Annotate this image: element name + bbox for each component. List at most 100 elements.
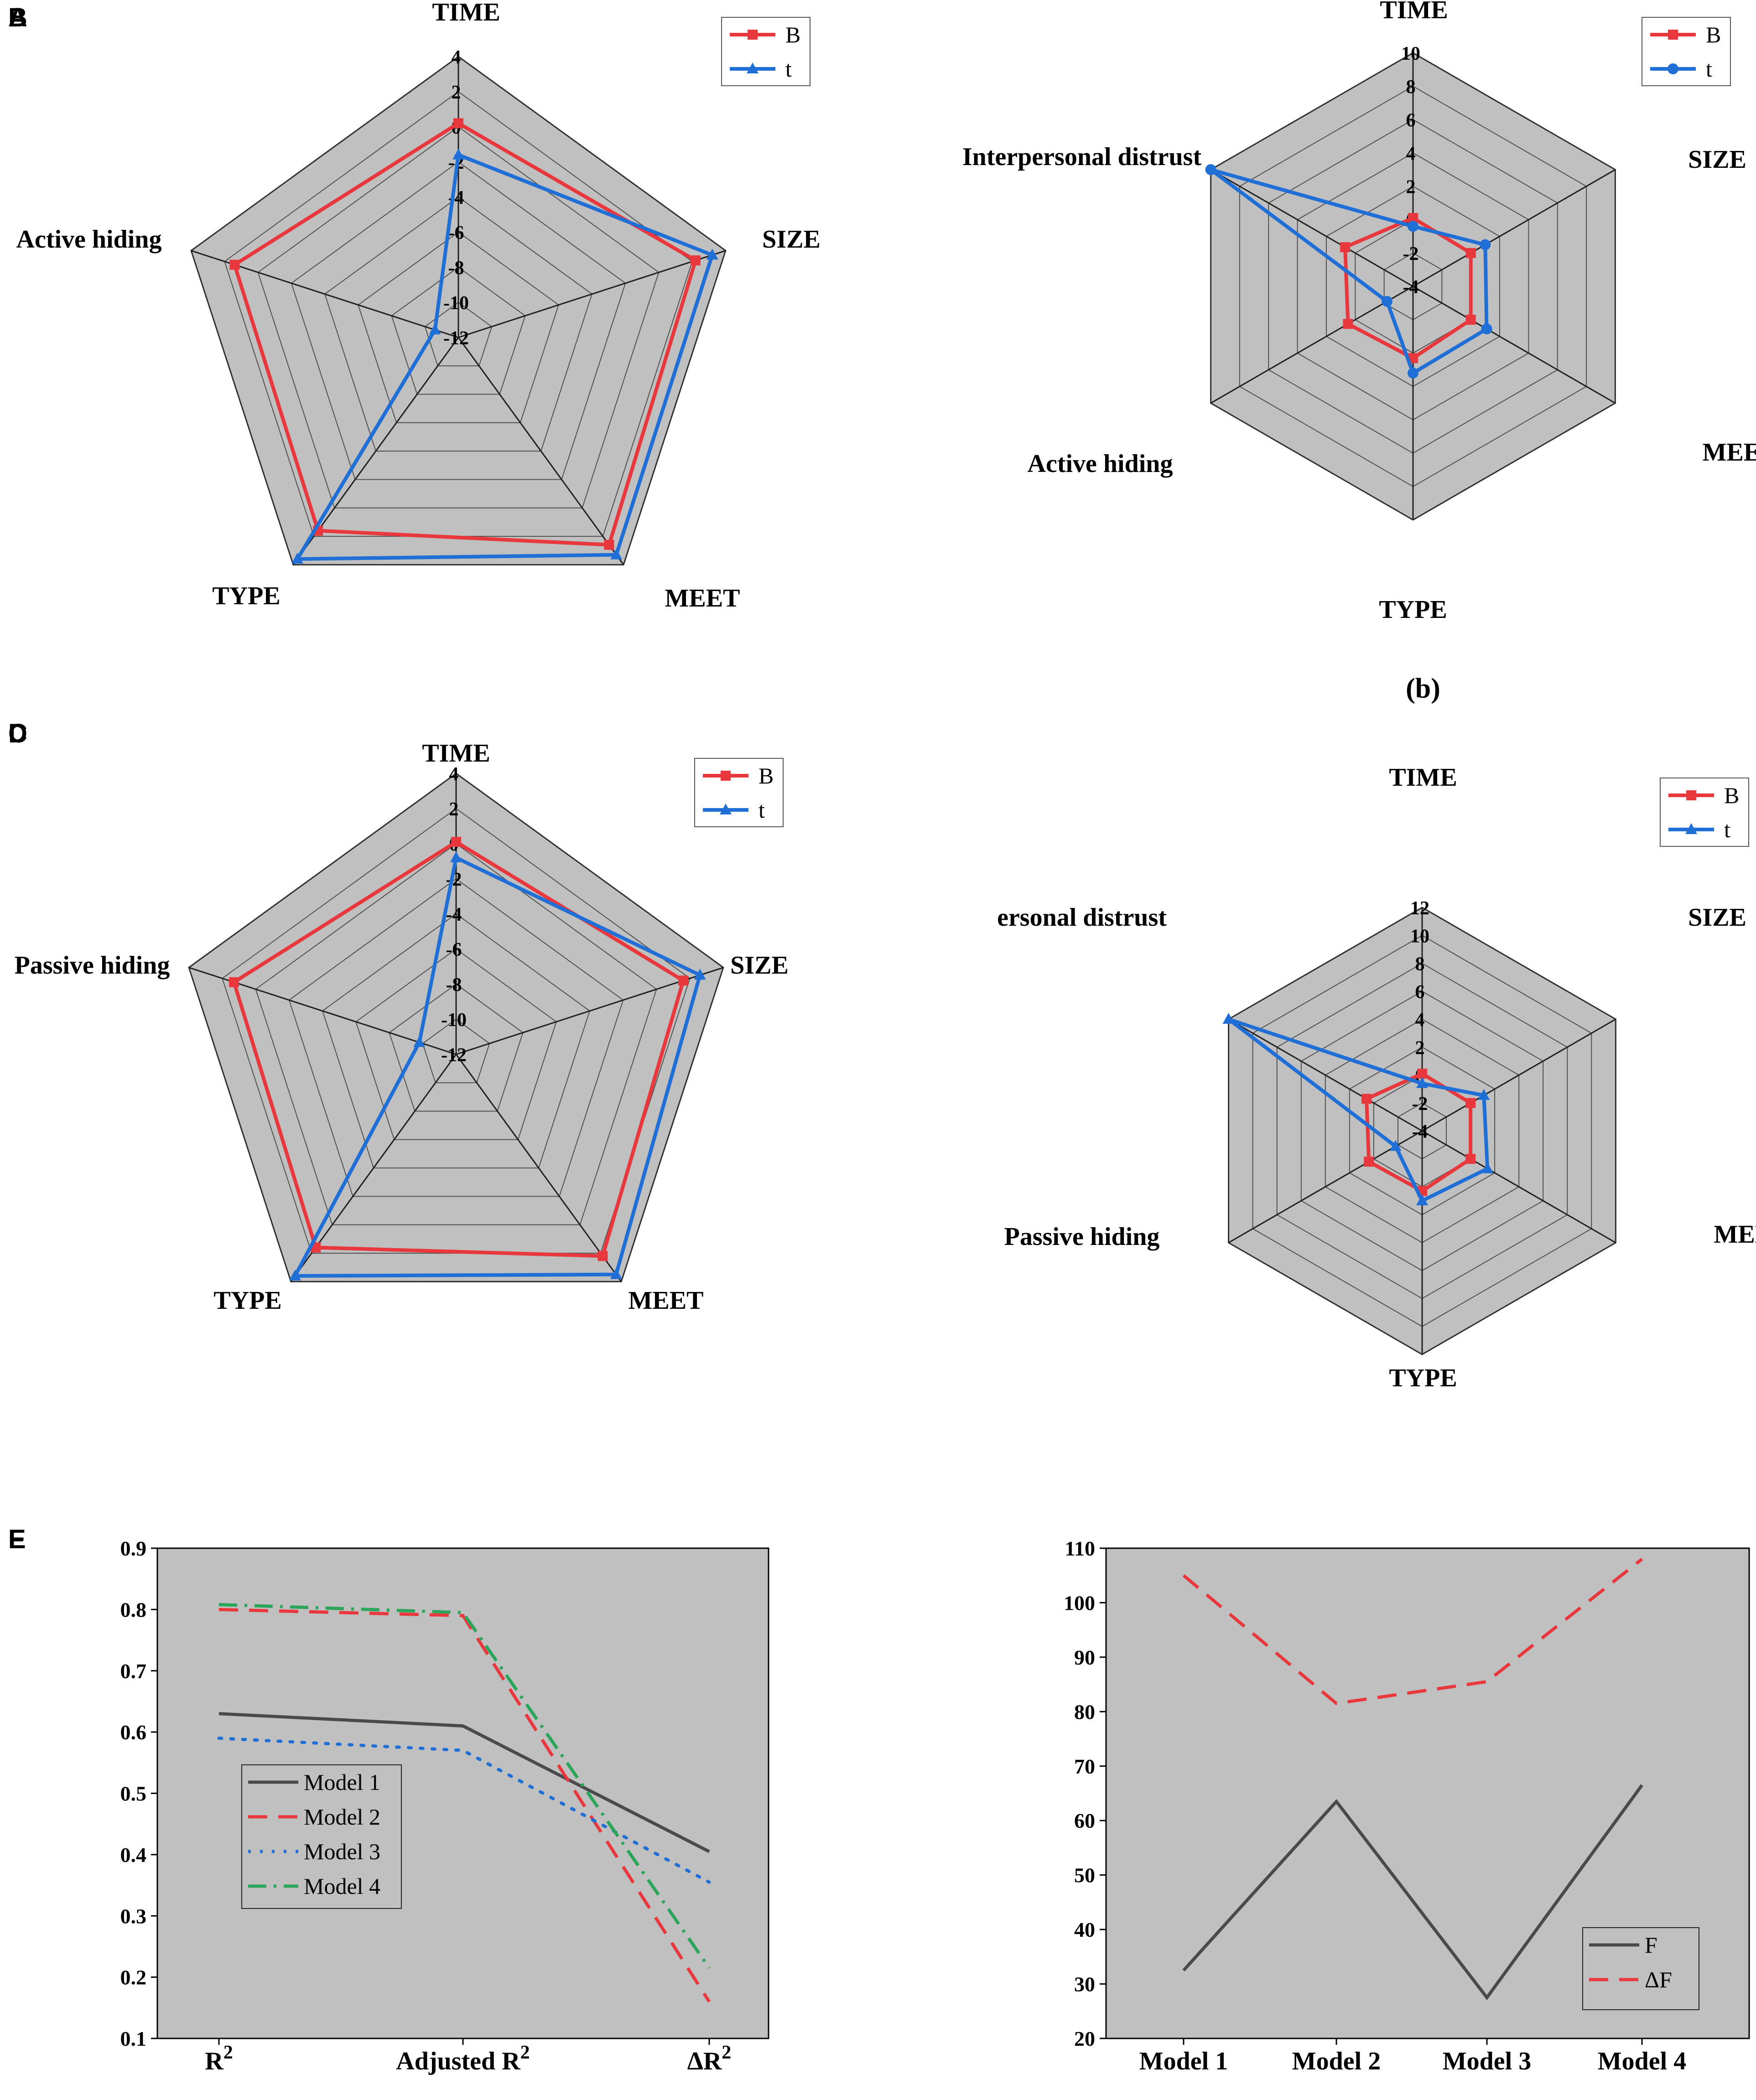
series-line-delta-f (1182, 1558, 1643, 1706)
legend: Bt (694, 758, 784, 827)
radar-data-point (690, 255, 701, 266)
radar-grid-ring (291, 161, 626, 480)
radar-data-point (229, 259, 240, 270)
radar-series-t (1205, 164, 1492, 379)
radar-tick-label: 4 (1415, 1010, 1425, 1031)
radar-tick-label: 10 (1410, 926, 1429, 947)
legend-label: Model 3 (304, 1839, 380, 1864)
radar-data-point (1205, 164, 1216, 175)
radar-data-point (413, 1036, 426, 1047)
radar-data-point (1389, 1140, 1402, 1151)
legend-label: t (1724, 817, 1730, 842)
legend-label: t (759, 797, 765, 823)
y-tick-label: 90 (1074, 1646, 1095, 1669)
radar-chart-d: D121086420-2-4TIMESIZEMEETTYPEPassive hi… (8, 719, 1756, 1392)
radar-chart-c: C420-2-4-6-8-10-12TIMESIZEMEETTYPEPassiv… (8, 719, 789, 1315)
legend-label: t (785, 56, 792, 82)
legend-label: t (1706, 56, 1712, 82)
radar-tick-label: -6 (446, 939, 462, 960)
y-tick-label: 0.1 (120, 2027, 147, 2050)
radar-data-point (1408, 213, 1418, 223)
radar-data-point (1481, 1162, 1494, 1173)
radar-spoke (1228, 1018, 1423, 1132)
radar-spoke (1413, 169, 1616, 287)
radar-series-line (292, 855, 702, 1278)
legend-box (241, 1764, 402, 1909)
radar-data-point (1478, 1089, 1490, 1100)
radar-series-line (232, 121, 698, 547)
radar-data-point (1416, 1077, 1428, 1088)
legend-box (721, 17, 810, 86)
x-tick-label-sup: 2 (722, 2042, 731, 2063)
radar-tick-label: -4 (446, 904, 462, 925)
legend-label: Model 1 (304, 1769, 380, 1795)
radar-data-point (1465, 248, 1476, 258)
legend-marker (748, 30, 758, 40)
radar-data-point (1408, 353, 1418, 363)
y-tick-label: 0.8 (120, 1598, 147, 1621)
y-tick-label: 30 (1074, 1973, 1095, 1996)
radar-axis-label: TIME (1380, 0, 1448, 24)
radar-data-point (1416, 1194, 1428, 1206)
radar-tick-label: 12 (1410, 898, 1429, 919)
x-tick-label-base: R (205, 2047, 223, 2075)
radar-grid-ring (255, 843, 657, 1225)
legend-marker (1668, 63, 1678, 74)
radar-data-point (706, 249, 718, 260)
y-tick-label: 110 (1065, 1537, 1095, 1560)
x-tick-label: ΔR2 (687, 2042, 732, 2075)
x-tick-label: Model 2 (1292, 2047, 1381, 2075)
legend-marker (1686, 790, 1696, 800)
radar-tick-label: -4 (1412, 1121, 1428, 1142)
y-tick-label: 100 (1064, 1591, 1095, 1614)
legend-label: ΔF (1645, 1967, 1672, 1992)
radar-data-point (694, 969, 706, 980)
series-line-model-3 (217, 1737, 711, 1884)
radar-grid-ring (324, 196, 593, 452)
x-tick-label: R2 (205, 2042, 233, 2075)
y-tick-label: 40 (1074, 1918, 1095, 1941)
radar-axis-label: Passive hiding (15, 951, 170, 980)
legend-marker (721, 771, 731, 781)
radar-spoke (1210, 169, 1413, 287)
y-tick-label: 0.3 (120, 1904, 147, 1928)
panel-label: E (8, 1524, 26, 1554)
radar-axis-label: Interpersonal distrust (962, 143, 1202, 171)
x-tick-label: Model 1 (1139, 2047, 1228, 2075)
radar-data-point (597, 1251, 608, 1261)
radar-data-point (1480, 239, 1491, 250)
radar-data-point (610, 548, 623, 560)
radar-spoke (1228, 1130, 1423, 1244)
radar-data-point (453, 118, 463, 129)
radar-axis-label: MEET (1714, 1220, 1756, 1249)
panel-label: A (8, 3, 27, 32)
x-tick-label-sup: 2 (520, 2042, 530, 2063)
radar-axis-label: SIZE (1688, 903, 1746, 932)
radar-series-t (1222, 1013, 1494, 1206)
radar-axis-label: Passive hiding (1004, 1223, 1160, 1251)
radar-data-point (289, 1269, 301, 1281)
y-tick-label: 60 (1074, 1809, 1095, 1832)
panel-caption: (b) (1406, 673, 1440, 704)
y-tick-label: 0.4 (120, 1843, 147, 1867)
radar-tick-label: 2 (1406, 177, 1416, 198)
radar-tick-label: -12 (441, 1045, 467, 1066)
legend-label: Model 2 (304, 1804, 380, 1830)
radar-axis-label: TYPE (1389, 1364, 1457, 1392)
legend: Model 1 Model 2 Model 3 Model 4 (241, 1764, 402, 1909)
radar-axis-label: Active hiding (1028, 450, 1173, 478)
radar-spoke (457, 337, 624, 565)
radar-data-point (604, 539, 614, 550)
radar-series-b (1361, 1068, 1476, 1196)
legend-box (694, 758, 784, 827)
radar-data-point (291, 552, 303, 564)
radar-grid-ring (424, 301, 493, 367)
radar-data-point (452, 148, 464, 160)
radar-axis-label: SIZE (1688, 145, 1746, 174)
radar-tick-label: 4 (452, 47, 461, 68)
line-chart-e: E0.10.20.30.40.50.60.70.80.9R2 Adjusted R… (8, 1524, 769, 2075)
series-line-model-2 (218, 1607, 711, 2003)
y-tick-label: 0.9 (120, 1537, 147, 1560)
